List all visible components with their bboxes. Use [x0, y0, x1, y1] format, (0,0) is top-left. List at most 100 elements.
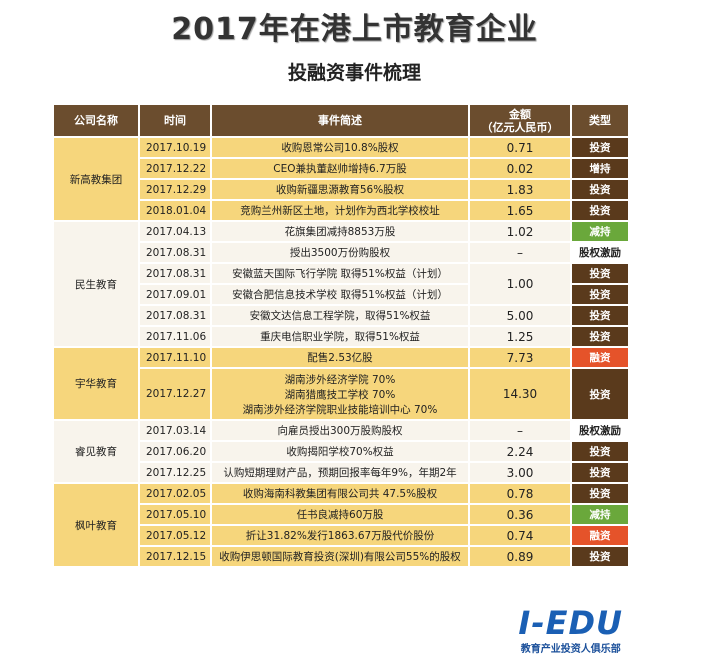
date-cell: 2017.04.13	[138, 220, 212, 243]
amount-cell: 1.00	[468, 262, 572, 306]
header-cell: 事件简述	[210, 103, 470, 138]
date-cell: 2017.12.27	[138, 367, 212, 421]
amount-cell: 5.00	[468, 304, 572, 327]
type-cell: 投资	[570, 482, 630, 505]
event-line: 湖南涉外经济学院职业技能培训中心 70%	[242, 403, 438, 416]
event-cell: CEO兼执董赵帅增持6.7万股	[210, 157, 470, 180]
table-row: 2017.12.27 湖南涉外经济学院 70% 湖南猎鹰技工学校 70% 湖南涉外经济…	[53, 367, 630, 421]
date-cell: 2017.12.22	[138, 157, 212, 180]
type-cell: 融资	[570, 524, 630, 547]
company-cell: 宇华教育	[52, 346, 140, 421]
type-cell: 投资	[570, 283, 630, 306]
date-cell: 2017.08.31	[138, 241, 212, 264]
date-cell: 2017.12.15	[138, 545, 212, 568]
type-cell: 投资	[570, 262, 630, 285]
table-row: 民生教育 2017.04.13 花旗集团减持8853万股 1.02 减持	[52, 220, 630, 348]
event-cell: 重庆电信职业学院，取得51%权益	[210, 325, 470, 348]
date-cell: 2017.03.14	[138, 419, 212, 442]
event-cell: 配售2.53亿股	[210, 346, 470, 369]
table-row: 2017.11.06 重庆电信职业学院，取得51%权益 1.25 投资	[53, 325, 630, 348]
table-row: 2017.05.12 折让31.82%发行1863.67万股代价股份 0.74 融资	[53, 524, 630, 547]
event-cell: 收购伊思顿国际教育投资(深圳)有限公司55%的股权	[210, 545, 470, 568]
table-row: 2017.12.15 收购伊思顿国际教育投资(深圳)有限公司55%的股权 0.89 投…	[53, 545, 630, 568]
date-cell: 2017.11.10	[138, 346, 212, 369]
event-cell: 认购短期理财产品，预期回报率每年9%，年期2年	[210, 461, 470, 484]
table-row: 2017.12.25 认购短期理财产品，预期回报率每年9%，年期2年 3.00 投资	[53, 461, 630, 484]
date-cell: 2017.08.31	[138, 262, 212, 285]
event-cell: 授出3500万份购股权	[210, 241, 470, 264]
event-cell: 收购揭阳学校70%权益	[210, 440, 470, 463]
type-cell: 投资	[570, 199, 630, 222]
amount-cell: 1.25	[468, 325, 572, 348]
subtitle: 投融资事件梳理	[287, 62, 421, 84]
date-cell: 2017.06.20	[138, 440, 212, 463]
amount-cell: –	[468, 419, 572, 442]
table-row: 2018.01.04 竞购兰州新区土地，计划作为西北学校校址 1.65 投资	[53, 199, 630, 222]
amount-cell: 1.65	[468, 199, 572, 222]
amount-cell: 2.24	[468, 440, 572, 463]
amount-cell: 0.74	[468, 524, 572, 547]
date-cell: 2017.08.31	[138, 304, 212, 327]
header-line: 金额	[509, 107, 531, 121]
date-cell: 2017.12.29	[138, 178, 212, 201]
type-cell: 减持	[570, 503, 630, 526]
type-cell: 投资	[570, 304, 630, 327]
amount-cell: 3.00	[468, 461, 572, 484]
event-line: 湖南涉外经济学院 70%	[284, 373, 396, 386]
table-row: 2017.06.20 收购揭阳学校70%权益 2.24 投资	[53, 440, 630, 463]
table-row: 睿见教育 2017.03.14 向雇员授出300万股购股权 – 股权激励	[52, 419, 630, 484]
amount-cell: 0.78	[468, 482, 572, 505]
type-cell: 投资	[570, 136, 630, 159]
event-line: 湖南猎鹰技工学校 70%	[284, 388, 396, 401]
date-cell: 2017.05.12	[138, 524, 212, 547]
amount-cell: –	[468, 241, 572, 264]
type-cell: 投资	[570, 367, 630, 421]
date-cell: 2018.01.04	[138, 199, 212, 222]
type-cell: 投资	[570, 440, 630, 463]
table-row: 2017.12.29 收购新疆思源教育56%股权 1.83 投资	[53, 178, 630, 201]
event-cell: 安徽蓝天国际飞行学院 取得51%权益（计划）	[210, 262, 470, 285]
event-cell: 收购恩常公司10.8%股权	[210, 136, 470, 159]
logo: I-EDU 教育产业投资人俱乐部	[518, 606, 623, 655]
event-cell: 向雇员授出300万股购股权	[210, 419, 470, 442]
company-cell: 睿见教育	[52, 419, 140, 484]
amount-cell: 0.36	[468, 503, 572, 526]
header-cell: 类型	[570, 103, 630, 138]
table-row: 2017.08.31 安徽文达信息工程学院，取得51%权益 5.00 投资	[53, 304, 630, 327]
date-cell: 2017.02.05	[138, 482, 212, 505]
amount-cell: 0.71	[468, 136, 572, 159]
amount-cell: 1.02	[468, 220, 572, 243]
type-cell: 投资	[570, 178, 630, 201]
type-cell: 融资	[570, 346, 630, 369]
table-row: 2017.08.31 安徽蓝天国际飞行学院 取得51%权益（计划） 1.00 投资	[53, 262, 630, 306]
table-row: 新高教集团 2017.10.19 收购恩常公司10.8%股权 0.71 投资	[52, 136, 630, 222]
event-cell: 折让31.82%发行1863.67万股代价股份	[210, 524, 470, 547]
event-cell: 竞购兰州新区土地，计划作为西北学校校址	[210, 199, 470, 222]
table-row: 2017.05.10 任书良减持60万股 0.36 减持	[53, 503, 630, 526]
event-cell: 安徽合肥信息技术学校 取得51%权益（计划）	[210, 283, 470, 306]
type-cell: 股权激励	[570, 241, 630, 264]
type-cell: 投资	[570, 325, 630, 348]
event-cell: 安徽文达信息工程学院，取得51%权益	[210, 304, 470, 327]
company-cell: 民生教育	[52, 220, 140, 348]
type-cell: 增持	[570, 157, 630, 180]
type-cell: 投资	[570, 461, 630, 484]
amount-cell: 14.30	[468, 367, 572, 421]
event-cell: 花旗集团减持8853万股	[210, 220, 470, 243]
table-row: 2017.12.22 CEO兼执董赵帅增持6.7万股 0.02 增持	[53, 157, 630, 180]
event-cell: 湖南涉外经济学院 70% 湖南猎鹰技工学校 70% 湖南涉外经济学院职业技能培训中心…	[210, 367, 470, 421]
date-cell: 2017.12.25	[138, 461, 212, 484]
amount-cell: 0.02	[468, 157, 572, 180]
header-line: （亿元人民币）	[481, 120, 559, 134]
table-row: 枫叶教育 2017.02.05 收购海南科教集团有限公司共 47.5%股权 0.78 投…	[52, 482, 630, 568]
company-cell: 枫叶教育	[52, 482, 140, 568]
amount-cell: 0.89	[468, 545, 572, 568]
amount-cell: 7.73	[468, 346, 572, 369]
date-cell: 2017.09.01	[138, 283, 212, 306]
amount-cell: 1.83	[468, 178, 572, 201]
header-cell: 公司名称	[52, 103, 140, 138]
type-cell: 股权激励	[570, 419, 630, 442]
header-cell: 金额 （亿元人民币）	[468, 103, 572, 138]
table-row: 2017.08.31 授出3500万份购股权 – 股权激励	[53, 241, 630, 264]
